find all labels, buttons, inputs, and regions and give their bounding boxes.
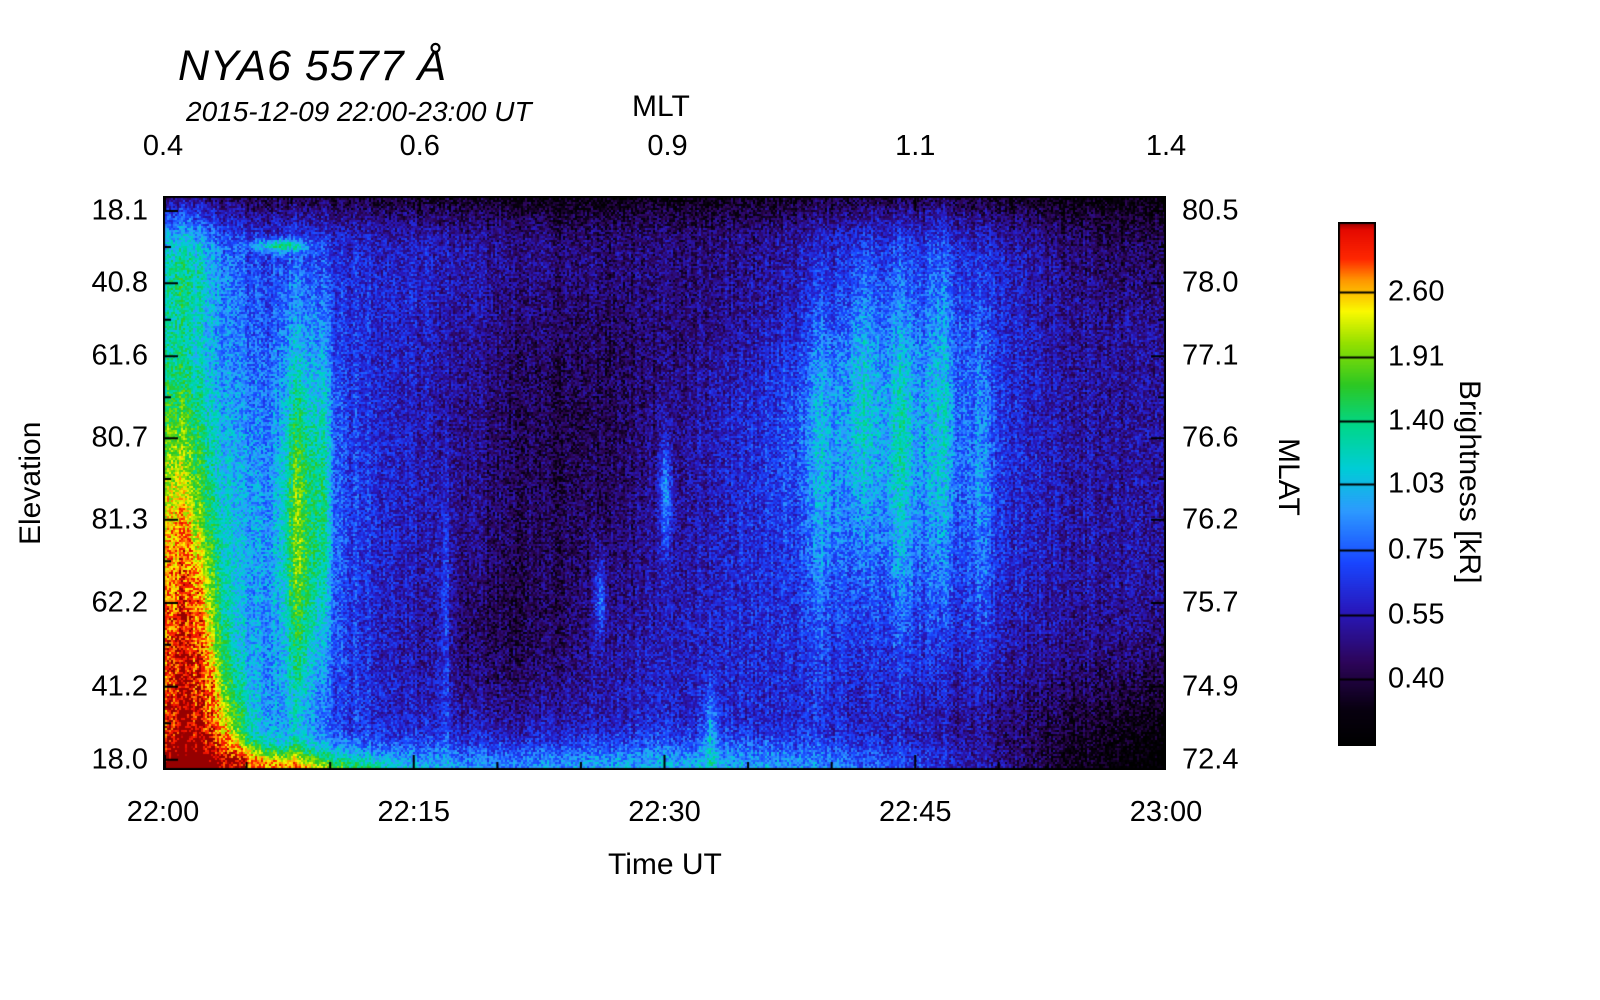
colorbar-tick-labels: 2.60 1.91 1.40 1.03 0.75 0.55 0.40 bbox=[1388, 222, 1488, 746]
time-tick-label: 23:00 bbox=[1129, 796, 1203, 828]
mlat-tick-label: 78.0 bbox=[1182, 266, 1239, 299]
elevation-tick-label: 40.8 bbox=[91, 266, 148, 299]
time-tick-label: 22:30 bbox=[628, 796, 701, 828]
time-tick-label: 22:45 bbox=[878, 796, 952, 828]
mlat-tick-label: 77.1 bbox=[1182, 339, 1239, 372]
colorbar-tick-label: 1.40 bbox=[1388, 404, 1445, 437]
plot-title: NYA6 5577 Å bbox=[178, 42, 448, 90]
mlat-tick-label: 72.4 bbox=[1182, 743, 1239, 776]
mlt-tick-label: 0.4 bbox=[142, 130, 184, 162]
elevation-tick-label: 81.3 bbox=[91, 503, 148, 536]
time-tick-label: 22:00 bbox=[126, 796, 200, 828]
mlt-tick-label: 0.9 bbox=[647, 130, 688, 162]
elevation-tick-label: 18.0 bbox=[91, 743, 148, 776]
mlt-tick-label: 0.6 bbox=[399, 130, 440, 162]
colorbar-tick-label: 0.40 bbox=[1388, 662, 1445, 695]
mlat-tick-label: 76.6 bbox=[1182, 421, 1239, 454]
keogram-canvas bbox=[163, 196, 1166, 770]
left-axis-tick-labels: 18.1 40.8 61.6 80.7 81.3 62.2 41.2 18.0 bbox=[40, 194, 148, 774]
colorbar-tick-label: 0.75 bbox=[1388, 533, 1445, 565]
colorbar-title: Brightness [kR] bbox=[1453, 380, 1486, 584]
colorbar-tick-label: 1.03 bbox=[1388, 467, 1445, 500]
top-axis-title: MLT bbox=[632, 90, 690, 123]
colorbar-tick-label: 2.60 bbox=[1388, 275, 1445, 308]
colorbar-canvas bbox=[1338, 222, 1376, 746]
elevation-tick-label: 80.7 bbox=[91, 421, 148, 454]
colorbar-tick-label: 0.55 bbox=[1388, 598, 1445, 631]
mlat-tick-label: 74.9 bbox=[1182, 670, 1239, 703]
mlat-tick-label: 80.5 bbox=[1182, 194, 1239, 227]
bottom-axis-title: Time UT bbox=[608, 848, 722, 881]
mlat-tick-label: 76.2 bbox=[1182, 503, 1239, 536]
mlt-tick-label: 1.4 bbox=[1145, 130, 1187, 162]
elevation-tick-label: 41.2 bbox=[91, 670, 148, 703]
plot-subtitle: 2015-12-09 22:00-23:00 UT bbox=[186, 96, 532, 127]
elevation-tick-label: 62.2 bbox=[91, 586, 148, 619]
time-tick-label: 22:15 bbox=[377, 796, 451, 828]
colorbar-tick-label: 1.91 bbox=[1388, 340, 1445, 373]
mlt-tick-label: 1.1 bbox=[895, 130, 936, 162]
mlat-tick-label: 75.7 bbox=[1182, 586, 1239, 619]
elevation-tick-label: 18.1 bbox=[91, 194, 148, 227]
elevation-tick-label: 61.6 bbox=[91, 339, 148, 372]
bottom-axis-tick-labels: 22:00 22:15 22:30 22:45 23:00 bbox=[127, 796, 1203, 834]
right-axis-tick-labels: 80.5 78.0 77.1 76.6 76.2 75.7 74.9 72.4 bbox=[1182, 194, 1292, 774]
top-axis-tick-labels: 0.4 0.6 0.9 1.1 1.4 bbox=[143, 130, 1186, 166]
